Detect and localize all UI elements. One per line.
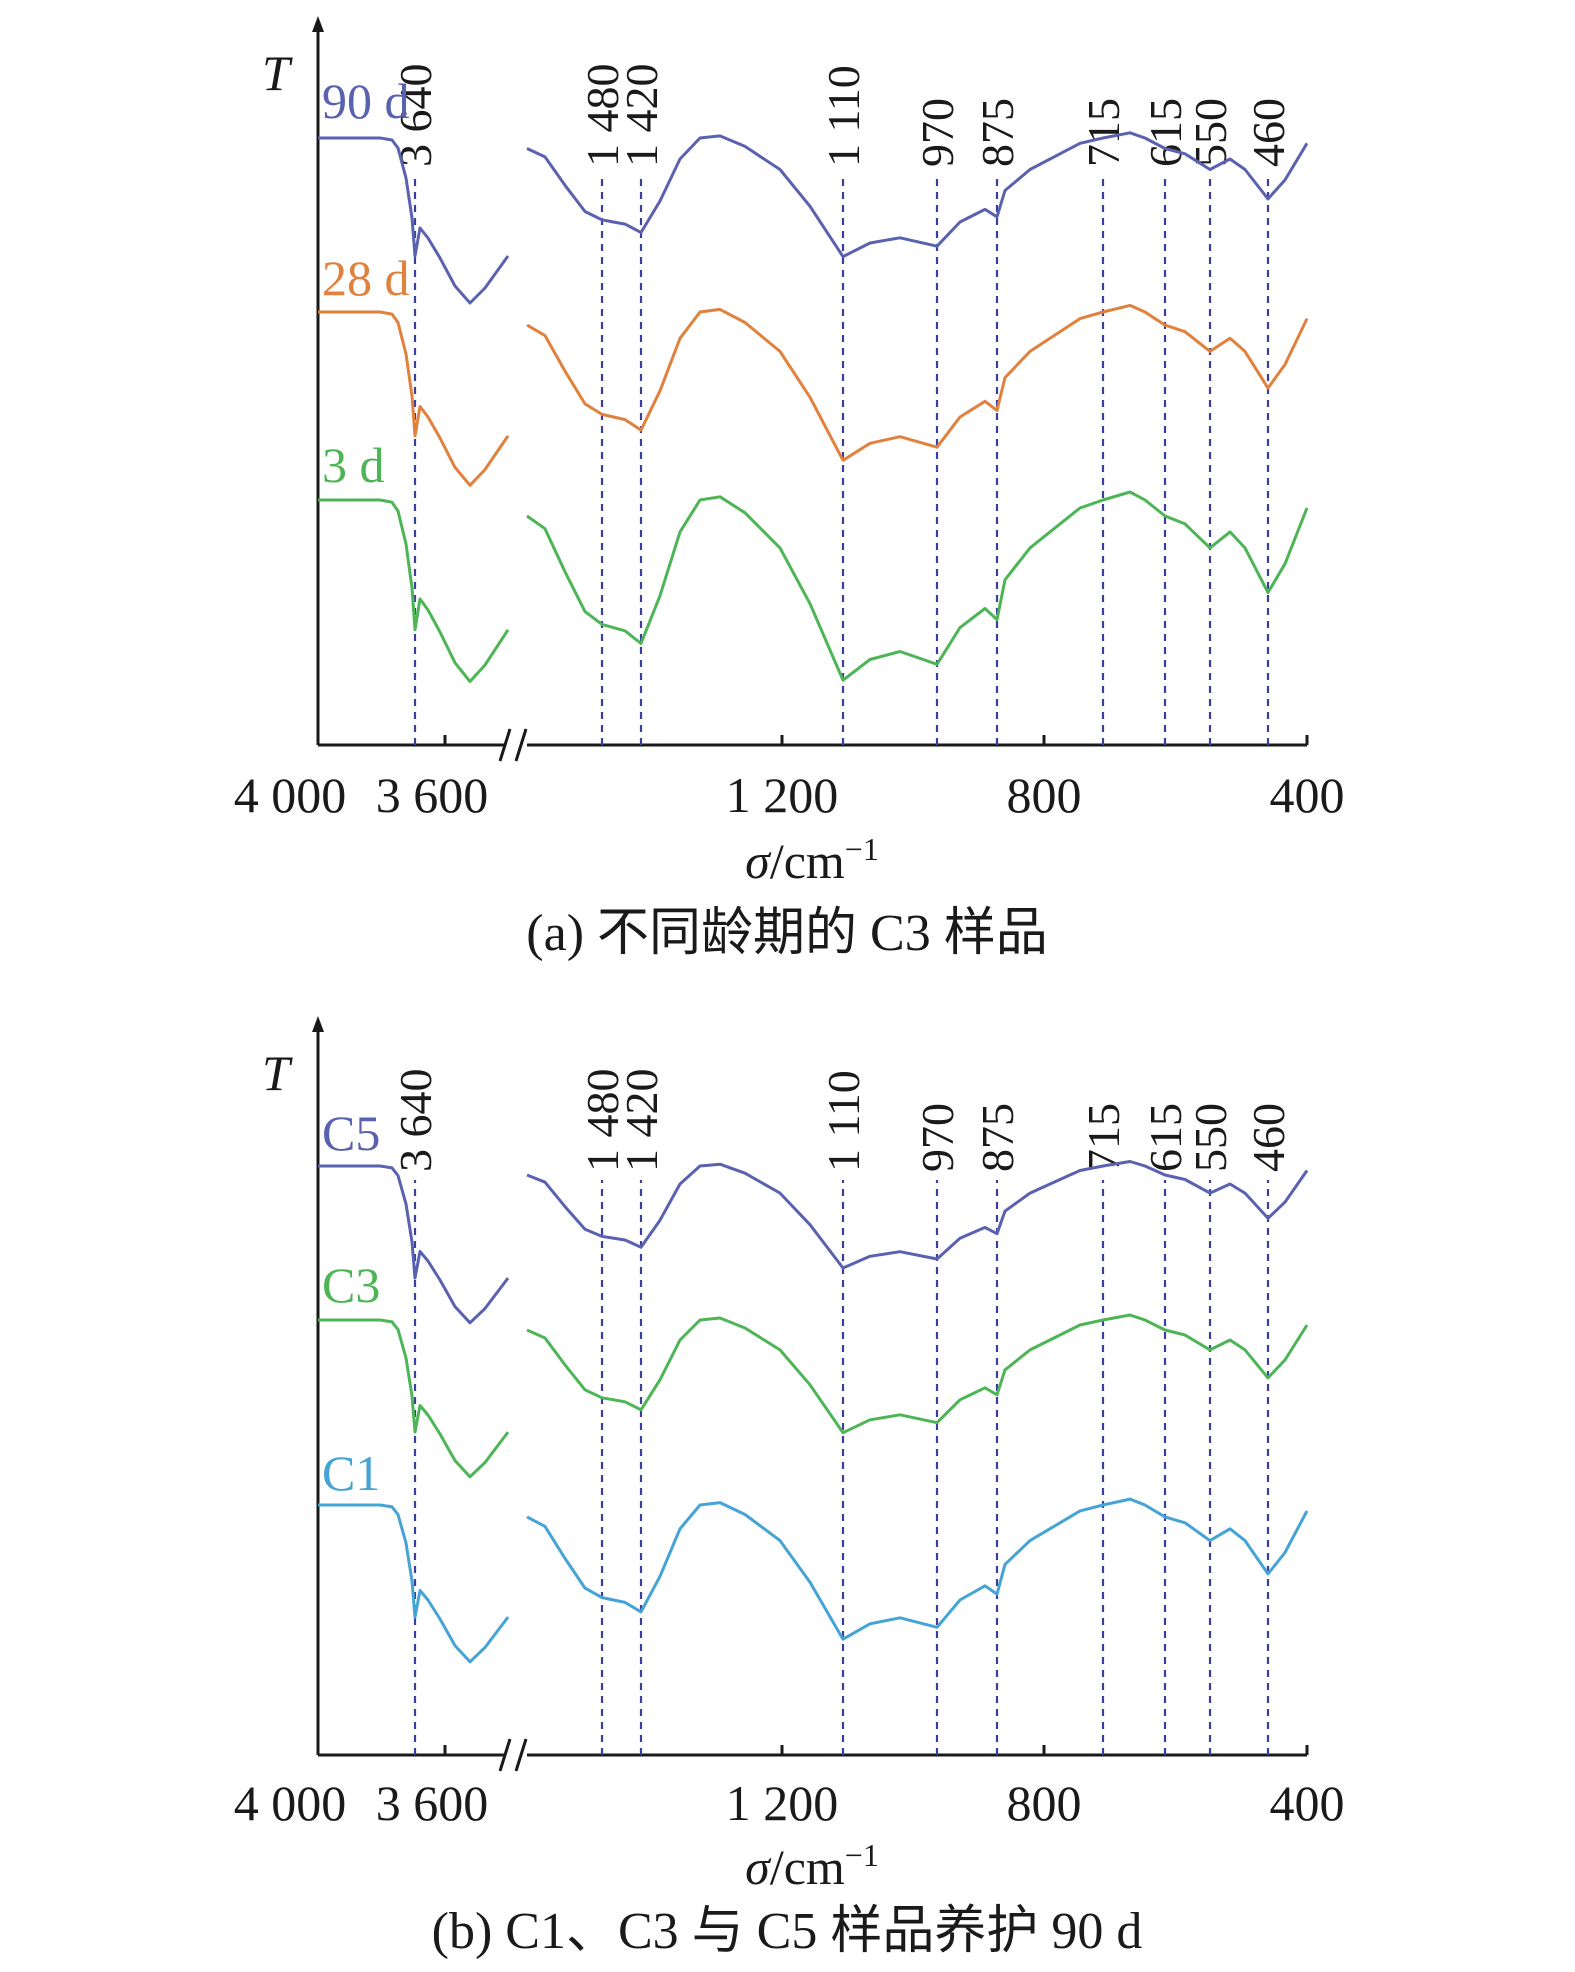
peak-label: 1 110 [818,65,869,167]
peak-label: 715 [1078,1103,1129,1172]
peak-label: 615 [1140,98,1191,167]
series-label: 90 d [322,73,410,129]
series-label: C5 [322,1105,380,1161]
series-line [318,1503,510,1664]
series-label: C1 [322,1445,380,1501]
x-tick-label: 3 600 [376,1775,489,1831]
peak-label: 1 420 [616,64,667,168]
peak-label: 1 110 [818,1070,869,1172]
axis-break-mark [514,1738,528,1772]
series-label: 3 d [322,437,385,493]
series-line [526,1313,1309,1435]
panel-a: T 4 000 3 600 1 200 800 400 σ/cm−1 (a) 不同龄期的 C3… [234,16,1345,962]
peak-label: 3 640 [390,1069,441,1173]
panel-caption: (a) 不同龄期的 C3 样品 [526,905,1047,962]
peak-label: 970 [912,1103,963,1172]
series-label: C3 [322,1257,380,1313]
series-line [318,1164,510,1325]
peak-label: 615 [1140,1103,1191,1172]
peak-label: 715 [1078,98,1129,167]
series-label: 28 d [322,250,410,306]
x-tick-label: 400 [1270,767,1345,823]
series-line [318,498,510,683]
x-axis-label: σ/cm−1 [745,831,879,889]
peak-label: 1 480 [577,1069,628,1173]
peak-label: 550 [1185,1103,1236,1172]
series-line [526,1497,1309,1641]
y-axis-label: T [262,45,293,101]
x-tick-label: 3 600 [376,767,489,823]
axis-break-mark [498,728,512,762]
peak-label: 970 [912,98,963,167]
peak-label: 1 420 [616,1069,667,1173]
panel-b: T 4 000 3 600 1 200 800 400 σ/cm−1 (b) C1、C3 与 … [234,1016,1345,1960]
series-line [318,136,510,305]
series-line [526,303,1309,462]
peak-label: 550 [1185,98,1236,167]
panel-caption: (b) C1、C3 与 C5 样品养护 90 d [432,1903,1143,1960]
series-line [526,490,1309,682]
x-tick-label: 4 000 [234,1775,347,1831]
axis-break-mark [498,1738,512,1772]
peak-label: 1 480 [577,64,628,168]
series-line [318,310,510,487]
peak-label: 460 [1243,1103,1294,1172]
axis-break-mark [514,728,528,762]
x-tick-label: 400 [1270,1775,1345,1831]
peak-label: 460 [1243,98,1294,167]
y-axis-label: T [262,1045,293,1101]
x-tick-label: 800 [1007,1775,1082,1831]
x-tick-label: 1 200 [726,767,839,823]
x-tick-label: 1 200 [726,1775,839,1831]
peak-label: 875 [972,1103,1023,1172]
x-axis-label: σ/cm−1 [745,1837,879,1895]
peak-label: 875 [972,98,1023,167]
series-line [318,1318,510,1479]
x-tick-label: 4 000 [234,767,347,823]
x-tick-label: 800 [1007,767,1082,823]
series-line [526,1160,1309,1270]
series-line [526,131,1309,259]
